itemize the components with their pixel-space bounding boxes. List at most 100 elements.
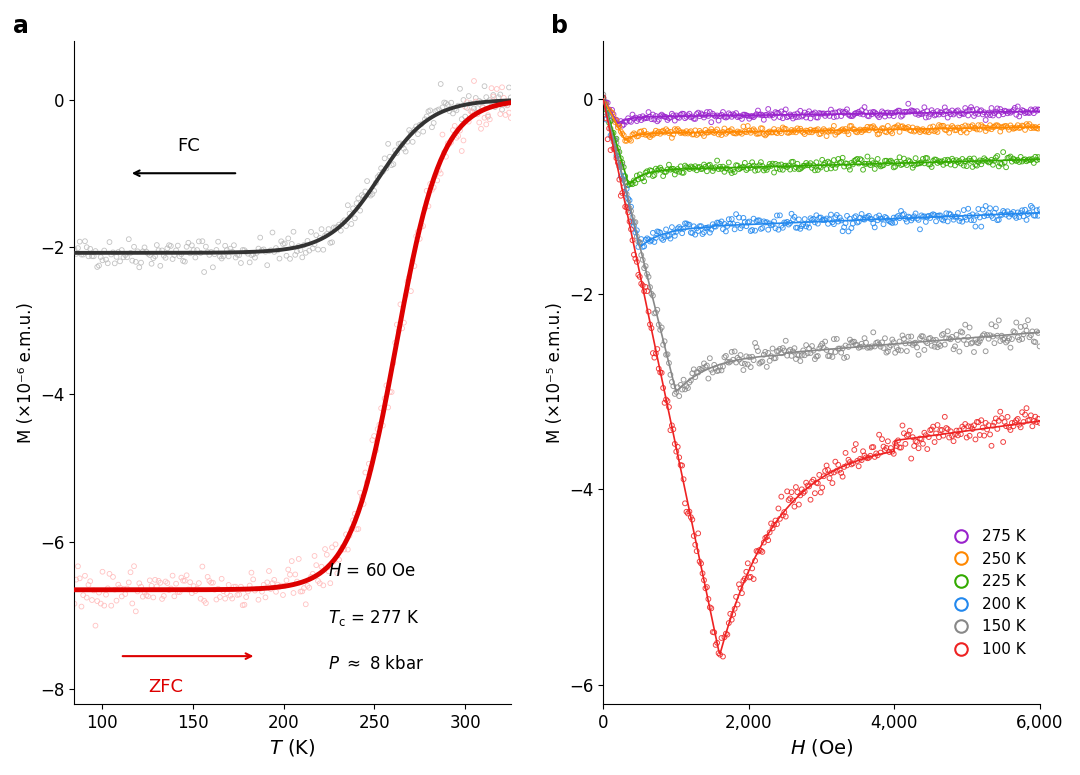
Point [937, 157, 955, 170]
Point [276, 580, 294, 592]
Point [1004, 122, 1022, 135]
Point [654, 234, 672, 246]
Point [840, 341, 858, 353]
Point [863, 121, 880, 133]
Point [872, 212, 889, 225]
Point [696, 226, 713, 239]
Point [883, 107, 901, 119]
Point [849, 455, 866, 467]
Point [164, 253, 181, 265]
Point [982, 119, 999, 132]
Point [215, 250, 232, 263]
Point [771, 126, 788, 138]
Point [353, 189, 370, 202]
Point [1003, 417, 1021, 429]
Point [937, 124, 955, 136]
Point [775, 344, 793, 357]
Point [605, 133, 622, 145]
Point [649, 127, 666, 140]
Point [416, 113, 433, 126]
Point [244, 574, 261, 586]
Point [770, 345, 787, 357]
Point [797, 157, 814, 169]
Point [83, 594, 100, 606]
Point [813, 153, 831, 166]
Point [240, 585, 257, 598]
Point [404, 255, 421, 267]
Point [234, 599, 252, 611]
Point [703, 602, 720, 615]
Point [934, 429, 951, 442]
Point [650, 113, 667, 126]
Point [878, 126, 895, 139]
Point [348, 197, 365, 209]
Point [944, 153, 961, 165]
Point [905, 210, 922, 222]
Point [486, 101, 503, 113]
Point [91, 260, 108, 272]
Point [851, 341, 868, 353]
Point [630, 236, 647, 248]
Point [595, 91, 612, 104]
Point [824, 159, 841, 171]
Point [959, 331, 976, 343]
Point [847, 153, 864, 166]
Point [643, 322, 660, 334]
Point [958, 338, 975, 350]
Point [1000, 151, 1017, 164]
Point [812, 339, 829, 352]
Point [618, 188, 635, 201]
Point [974, 329, 991, 342]
Point [724, 614, 741, 626]
Point [639, 168, 657, 181]
Point [983, 210, 1000, 222]
Point [631, 168, 648, 181]
Point [92, 251, 109, 264]
Point [869, 449, 887, 461]
Point [1016, 320, 1034, 332]
Point [449, 129, 467, 142]
Point [909, 109, 927, 121]
Point [780, 219, 797, 231]
Point [483, 100, 500, 112]
Point [701, 601, 718, 614]
Point [123, 598, 140, 610]
Point [909, 157, 927, 170]
Point [957, 319, 974, 331]
Point [957, 211, 974, 223]
Point [113, 591, 131, 603]
Point [687, 160, 704, 172]
Point [880, 215, 897, 228]
Point [983, 123, 1000, 136]
Point [984, 109, 1001, 122]
Point [875, 122, 892, 135]
Point [845, 336, 862, 348]
Point [165, 249, 183, 261]
Point [635, 262, 652, 274]
Point [962, 120, 980, 133]
Point [866, 340, 883, 353]
Point [919, 337, 936, 350]
Point [689, 106, 706, 119]
Point [486, 100, 503, 112]
Point [679, 382, 697, 394]
Point [262, 583, 280, 595]
Point [481, 94, 498, 106]
Point [936, 411, 954, 423]
Point [986, 121, 1003, 133]
Point [833, 156, 850, 168]
Point [671, 390, 688, 402]
Point [608, 114, 625, 126]
Point [637, 281, 654, 293]
Point [738, 350, 755, 363]
Point [999, 205, 1016, 218]
Point [954, 108, 971, 120]
Point [720, 213, 738, 226]
Point [680, 108, 698, 120]
Point [451, 83, 469, 95]
Point [782, 164, 799, 176]
Point [967, 333, 984, 346]
Point [703, 161, 720, 174]
Point [933, 424, 950, 436]
Point [720, 356, 738, 369]
